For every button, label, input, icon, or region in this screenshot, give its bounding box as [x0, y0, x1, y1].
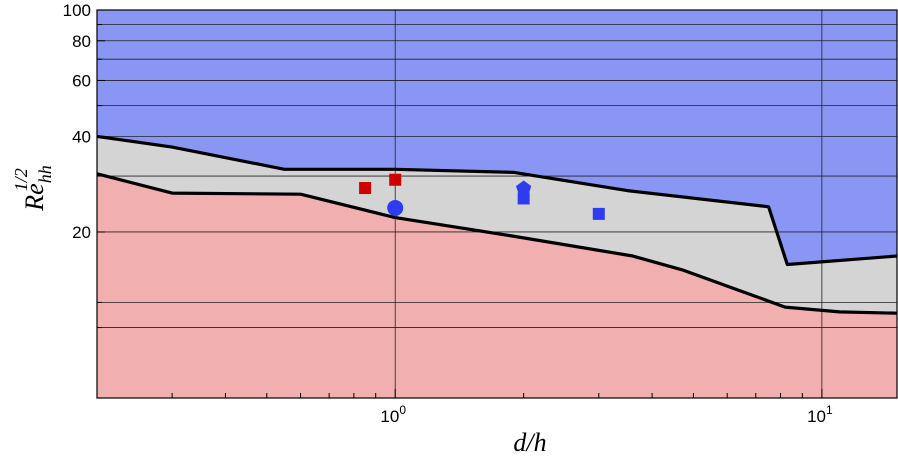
x-axis-title: d/h: [513, 428, 546, 457]
tick-labels: 100 101 20 40 60 80 100: [63, 1, 833, 426]
lower-boundary-line: [96, 172, 898, 315]
marker-square: [592, 207, 605, 220]
y-tick-label: 80: [72, 32, 91, 51]
grid-lines: [97, 10, 897, 398]
y-axis-title-subscript: hh: [35, 165, 55, 183]
y-tick-label: 40: [72, 127, 91, 146]
y-tick-label: 100: [63, 1, 91, 20]
marker-circle: [387, 199, 404, 216]
marker-square: [517, 192, 530, 205]
y-tick-label: 60: [72, 71, 91, 90]
axis-ticks: [97, 9, 823, 398]
boundary-lines: [96, 134, 898, 315]
y-axis-title: Rehh1/2: [11, 165, 55, 211]
svg-text:Rehh1/2: Rehh1/2: [11, 165, 55, 211]
region-middle: [97, 136, 897, 314]
x-tick-label: 101: [807, 403, 833, 426]
upper-boundary-line: [96, 134, 898, 267]
marker-square: [389, 173, 402, 186]
region-lower: [97, 173, 897, 398]
plot-regions: [97, 10, 897, 398]
marker-pentagon: [516, 180, 532, 195]
y-tick-label: 20: [72, 223, 91, 242]
region-upper: [97, 10, 897, 265]
data-markers: [359, 173, 605, 220]
marker-square: [359, 182, 372, 195]
plot-frame: [96, 9, 898, 399]
y-axis-title-base: Re: [20, 183, 49, 211]
x-tick-label: 100: [380, 403, 406, 426]
y-axis-title-superscript: 1/2: [11, 168, 31, 191]
